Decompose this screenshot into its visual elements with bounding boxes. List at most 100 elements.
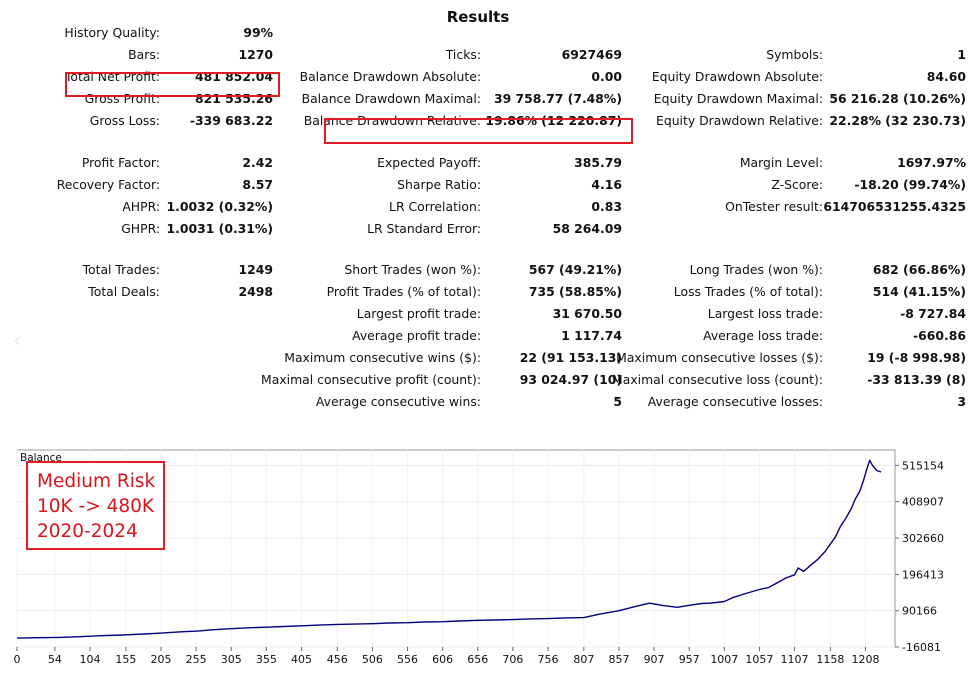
stat-value-ontester-result: 614706531255.4325 xyxy=(823,199,966,214)
x-tick-label: 756 xyxy=(538,653,559,666)
stat-value-long-trades-won: 682 (66.86%) xyxy=(872,262,966,277)
stat-value-ticks: 6927469 xyxy=(561,47,622,62)
x-tick-label: 907 xyxy=(644,653,665,666)
stat-label-profit-factor: Profit Factor: xyxy=(81,155,160,170)
stat-value-expected-payoff: 385.79 xyxy=(574,155,622,170)
stat-value-margin-level: 1697.97% xyxy=(897,155,966,170)
stat-value-total-deals: 2498 xyxy=(238,284,274,299)
x-tick-label: 706 xyxy=(502,653,523,666)
stat-value-gross-profit: 821 535.26 xyxy=(195,91,273,106)
stat-label-maximum-consecutive-wins: Maximum consecutive wins ($): xyxy=(284,350,481,365)
stat-value-average-profit-trade: 1 117.74 xyxy=(561,328,622,343)
balance-series-line xyxy=(16,459,882,639)
stat-label-recovery-factor: Recovery Factor: xyxy=(56,177,160,192)
stat-value-lr-correlation: 0.83 xyxy=(591,199,622,214)
stat-value-average-consecutive-losses: 3 xyxy=(957,394,966,409)
stat-value-balance-drawdown-relative: 19.86% (12 220.87) xyxy=(485,113,622,128)
stat-label-ahpr: AHPR: xyxy=(122,199,160,214)
stat-value-ghpr: 1.0031 (0.31%) xyxy=(166,221,273,236)
stat-value-short-trades-won: 567 (49.21%) xyxy=(528,262,622,277)
stat-label-average-consecutive-wins: Average consecutive wins: xyxy=(315,394,481,409)
stat-label-balance-drawdown-relative: Balance Drawdown Relative: xyxy=(303,113,481,128)
stat-label-equity-drawdown-relative: Equity Drawdown Relative: xyxy=(656,113,823,128)
x-tick-label: 155 xyxy=(115,653,136,666)
stat-label-equity-drawdown-absolute: Equity Drawdown Absolute: xyxy=(651,69,823,84)
x-tick-label: 305 xyxy=(221,653,242,666)
stat-value-balance-drawdown-maximal: 39 758.77 (7.48%) xyxy=(494,91,622,106)
stat-value-maximum-consecutive-wins: 22 (91 153.13) xyxy=(519,350,622,365)
stat-label-ticks: Ticks: xyxy=(445,47,481,62)
x-tick-label: 606 xyxy=(432,653,453,666)
x-tick-label: 54 xyxy=(48,653,62,666)
stat-value-average-consecutive-wins: 5 xyxy=(613,394,622,409)
stat-value-largest-profit-trade: 31 670.50 xyxy=(552,306,622,321)
x-tick-label: 1007 xyxy=(710,653,738,666)
y-tick-label: 408907 xyxy=(902,496,944,509)
stat-value-recovery-factor: 8.57 xyxy=(242,177,273,192)
stat-label-largest-loss-trade: Largest loss trade: xyxy=(707,306,823,321)
x-tick-label: 957 xyxy=(679,653,700,666)
x-tick-label: 656 xyxy=(467,653,488,666)
stat-value-ahpr: 1.0032 (0.32%) xyxy=(166,199,273,214)
stat-label-bars: Bars: xyxy=(128,47,160,62)
stat-label-largest-profit-trade: Largest profit trade: xyxy=(356,306,481,321)
stat-label-lr-standard-error: LR Standard Error: xyxy=(367,221,481,236)
stat-value-loss-trades-of-total: 514 (41.15%) xyxy=(872,284,966,299)
x-tick-label: 205 xyxy=(150,653,171,666)
stat-label-maximal-consecutive-profit-count: Maximal consecutive profit (count): xyxy=(261,372,481,387)
stat-label-short-trades-won: Short Trades (won %): xyxy=(344,262,481,277)
y-tick-label: 515154 xyxy=(902,459,944,472)
annotation-line: 2020-2024 xyxy=(37,521,138,542)
y-tick-label: 302660 xyxy=(902,532,944,545)
highlight-total-net-profit xyxy=(65,72,280,97)
highlight-balance-drawdown-relative xyxy=(324,118,633,144)
x-tick-label: 405 xyxy=(291,653,312,666)
stat-value-maximal-consecutive-loss-count: -33 813.39 (8) xyxy=(867,372,966,387)
annotation-box: Medium Risk 10K -> 480K 2020-2024 xyxy=(26,461,165,550)
stat-label-loss-trades-of-total: Loss Trades (% of total): xyxy=(673,284,823,299)
stat-label-balance-drawdown-maximal: Balance Drawdown Maximal: xyxy=(301,91,481,106)
stat-label-z-score: Z-Score: xyxy=(771,177,823,192)
stat-label-margin-level: Margin Level: xyxy=(739,155,823,170)
stat-label-long-trades-won: Long Trades (won %): xyxy=(689,262,823,277)
x-tick-label: 355 xyxy=(256,653,277,666)
x-tick-label: 1057 xyxy=(745,653,773,666)
stat-value-equity-drawdown-relative: 22.28% (32 230.73) xyxy=(829,113,966,128)
annotation-line: Medium Risk xyxy=(37,471,156,492)
stat-label-average-loss-trade: Average loss trade: xyxy=(703,328,823,343)
stat-value-gross-loss: -339 683.22 xyxy=(189,113,273,128)
stat-value-history-quality: 99% xyxy=(243,25,273,40)
stat-label-history-quality: History Quality: xyxy=(64,25,160,40)
x-tick-label: 0 xyxy=(14,653,21,666)
stat-label-equity-drawdown-maximal: Equity Drawdown Maximal: xyxy=(653,91,823,106)
stat-value-total-trades: 1249 xyxy=(238,262,274,277)
stat-label-expected-payoff: Expected Payoff: xyxy=(377,155,481,170)
stat-label-total-deals: Total Deals: xyxy=(88,284,160,299)
chevron-left-icon[interactable]: ‹ xyxy=(13,328,21,352)
x-tick-label: 104 xyxy=(80,653,101,666)
stat-label-gross-loss: Gross Loss: xyxy=(89,113,160,128)
x-tick-label: 1107 xyxy=(781,653,809,666)
x-tick-label: 1158 xyxy=(816,653,844,666)
x-tick-label: 255 xyxy=(186,653,207,666)
annotation-line: 10K -> 480K xyxy=(37,496,155,517)
stat-label-average-profit-trade: Average profit trade: xyxy=(352,328,481,343)
y-tick-label: 196413 xyxy=(902,568,944,581)
stat-label-maximal-consecutive-loss-count: Maximal consecutive loss (count): xyxy=(612,372,823,387)
stat-value-symbols: 1 xyxy=(957,47,966,62)
stat-value-equity-drawdown-maximal: 56 216.28 (10.26%) xyxy=(829,91,966,106)
y-tick-label: 90166 xyxy=(902,605,937,618)
stat-label-lr-correlation: LR Correlation: xyxy=(389,199,481,214)
stat-label-sharpe-ratio: Sharpe Ratio: xyxy=(397,177,481,192)
stat-value-profit-factor: 2.42 xyxy=(242,155,273,170)
stat-value-largest-loss-trade: -8 727.84 xyxy=(900,306,966,321)
stat-label-ghpr: GHPR: xyxy=(121,221,160,236)
stat-label-average-consecutive-losses: Average consecutive losses: xyxy=(647,394,823,409)
stat-value-sharpe-ratio: 4.16 xyxy=(591,177,622,192)
x-tick-label: 1208 xyxy=(851,653,879,666)
stat-value-balance-drawdown-absolute: 0.00 xyxy=(591,69,622,84)
stat-value-equity-drawdown-absolute: 84.60 xyxy=(926,69,966,84)
x-tick-label: 506 xyxy=(362,653,383,666)
x-tick-label: 857 xyxy=(608,653,629,666)
